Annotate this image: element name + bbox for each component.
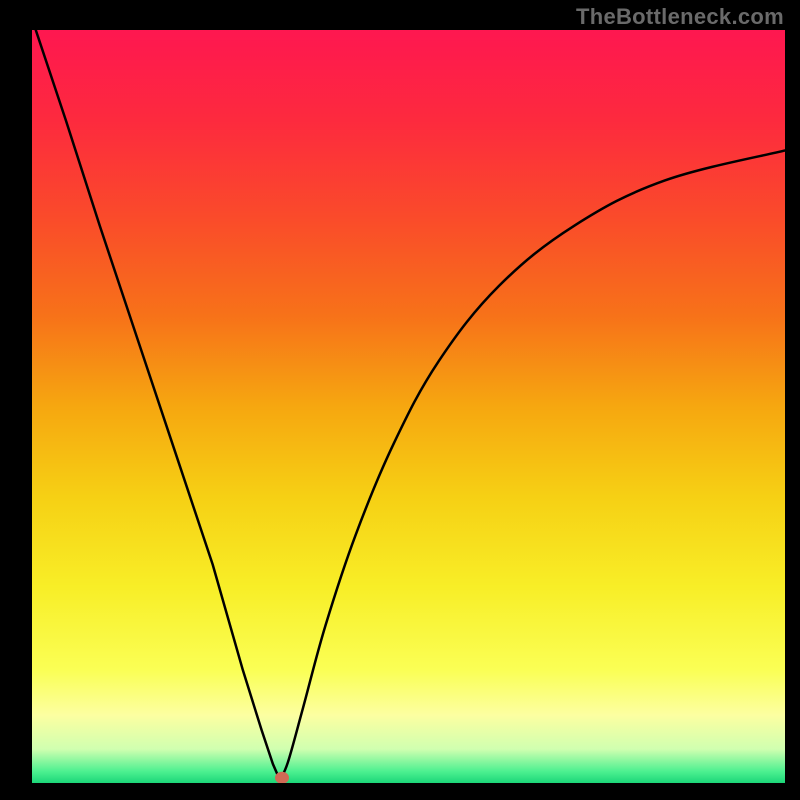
plot-area: [32, 30, 785, 783]
watermark-text: TheBottleneck.com: [576, 4, 784, 30]
chart-container: TheBottleneck.com: [0, 0, 800, 800]
